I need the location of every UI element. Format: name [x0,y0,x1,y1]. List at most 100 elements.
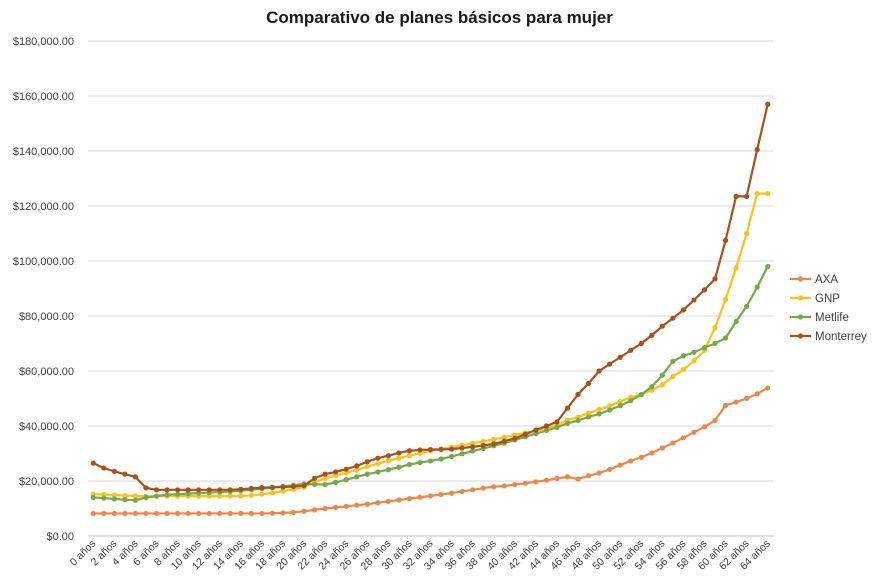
data-point [238,493,244,499]
data-point [564,420,571,426]
data-point [143,485,149,491]
gridlines [88,40,773,537]
data-point [227,487,233,493]
series-line-metlife [92,265,769,502]
data-point [269,490,276,496]
data-point [491,484,497,490]
data-point [396,450,402,456]
data-point [385,467,391,473]
series-metlife [90,263,771,503]
data-point [385,453,391,459]
y-tick-label: $160,000.00 [13,91,74,103]
data-point [680,307,687,313]
data-point [617,398,623,405]
data-point [459,445,465,451]
data-point [153,510,160,517]
data-point [174,510,181,517]
data-point [354,463,360,469]
data-point [301,508,307,514]
data-point [691,297,697,303]
data-point [638,392,644,398]
data-point [575,417,581,424]
data-point [543,423,550,429]
data-point [438,456,444,462]
data-point [122,492,128,499]
data-point [765,101,771,107]
data-point [448,453,455,460]
data-point [196,487,202,493]
data-point [227,510,233,517]
data-point [311,481,318,487]
data-point [680,353,687,359]
data-point [396,464,402,470]
data-point [459,488,465,495]
data-point [132,497,139,503]
data-point [364,459,370,465]
data-point [185,487,191,493]
data-point [628,458,634,464]
data-point [628,347,634,353]
data-point [238,486,244,492]
data-point [543,477,550,483]
data-point [733,265,739,271]
legend-item-metlife: Metlife [790,312,849,324]
data-point [90,460,96,466]
data-point [280,488,286,494]
data-point [501,434,507,440]
data-point [533,479,539,485]
data-point [259,491,265,497]
data-point [322,475,328,481]
data-point [406,453,413,459]
data-point [206,493,212,499]
data-point [280,510,286,516]
legend-swatch-marker [797,276,804,282]
data-point [111,496,117,502]
data-point [491,441,497,447]
data-point [143,494,149,501]
data-point [744,303,750,309]
data-point [101,510,107,517]
data-point [396,497,402,503]
data-point [417,494,423,500]
data-point [480,442,486,449]
data-point [290,483,297,490]
legend-item-axa: AXA [790,274,838,286]
chart-title: Comparativo de planes básicos para mujer [266,8,613,27]
data-point [596,470,602,476]
y-tick-label: $0.00 [46,531,74,543]
data-point [406,461,413,468]
data-point [554,419,560,425]
data-point [354,474,360,480]
y-tick-label: $140,000.00 [13,146,74,158]
data-point [607,403,613,409]
data-point [206,487,212,493]
data-point [501,438,507,444]
data-point [333,469,339,475]
data-point [607,361,613,367]
data-point [427,447,434,453]
data-point [406,448,413,454]
data-point [470,448,476,454]
data-point [364,464,370,470]
data-point [754,391,760,397]
data-point [427,493,434,499]
legend-swatch-marker [797,295,804,301]
data-point [670,440,676,446]
data-point [427,458,434,464]
data-point [470,487,476,493]
y-tick-label: $180,000.00 [13,36,74,48]
data-point [375,500,381,506]
data-point [659,372,665,378]
data-point [385,458,391,464]
data-point [364,471,370,477]
data-point [90,510,96,517]
data-point [670,315,676,321]
data-point [101,491,107,498]
data-point [533,427,539,433]
data-point [691,349,697,355]
data-point [480,485,486,491]
data-point [164,510,170,517]
data-point [248,485,254,492]
data-point [585,410,592,416]
